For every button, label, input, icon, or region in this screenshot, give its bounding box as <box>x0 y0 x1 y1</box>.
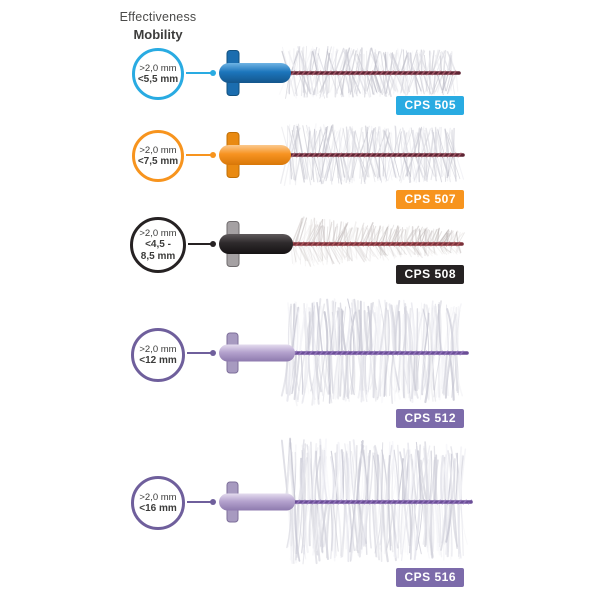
wire-group <box>283 70 461 76</box>
handle-group <box>219 332 295 374</box>
pointer-dot-icon <box>210 499 216 505</box>
product-badge-label: CPS 507 <box>404 192 456 206</box>
brush-illustration-cps507 <box>219 123 465 186</box>
size-min-label: >2,0 mm <box>139 343 177 355</box>
brush-illustration-cps508 <box>219 216 465 267</box>
size-circle-cps505: >2,0 mm <5,5 mm <box>132 48 184 100</box>
size-min-label: >2,0 mm <box>139 144 177 156</box>
size-circle-cps512: >2,0 mm <12 mm <box>131 328 185 382</box>
brush-illustration-cps516 <box>219 437 473 565</box>
handle-group <box>219 221 293 267</box>
handle-group <box>219 132 291 178</box>
size-max-label: <16 mm <box>139 502 177 514</box>
pointer-line <box>187 350 216 356</box>
bristles-group <box>280 437 468 565</box>
pointer-line <box>186 70 216 76</box>
size-max-label: <7,5 mm <box>137 155 179 167</box>
pointer-dot-icon <box>210 241 216 247</box>
size-max-label-2: 8,5 mm <box>140 250 176 262</box>
size-circle-cps508: >2,0 mm <4,5 - 8,5 mm <box>130 217 186 273</box>
product-badge-cps507: CPS 507 <box>396 190 464 209</box>
header-effectiveness: Effectiveness <box>119 10 197 24</box>
wire-group <box>287 241 464 247</box>
product-badge-cps505: CPS 505 <box>396 96 464 115</box>
pointer-dot-icon <box>210 152 216 158</box>
product-badge-cps516: CPS 516 <box>396 568 464 587</box>
header-mobility: Mobility <box>133 27 183 42</box>
product-badge-label: CPS 505 <box>404 98 456 112</box>
bristles-group <box>280 298 464 407</box>
size-max-label: <12 mm <box>139 354 177 366</box>
bristles-group <box>280 123 464 186</box>
brush-illustration-cps505 <box>219 45 461 99</box>
product-badge-cps512: CPS 512 <box>396 409 464 428</box>
pointer-dot-icon <box>210 350 216 356</box>
bristles-group <box>278 45 459 99</box>
pointer-dot-icon <box>210 70 216 76</box>
pointer-line <box>188 241 216 247</box>
size-max-label: <4,5 - <box>145 238 171 250</box>
pointer-line <box>187 499 216 505</box>
size-min-label: >2,0 mm <box>139 227 177 239</box>
size-circle-cps516: >2,0 mm <16 mm <box>131 476 185 530</box>
size-circle-cps507: >2,0 mm <7,5 mm <box>132 130 184 182</box>
size-min-label: >2,0 mm <box>139 491 177 503</box>
product-badge-label: CPS 508 <box>404 267 456 281</box>
wire-group <box>283 152 465 158</box>
size-min-label: >2,0 mm <box>139 62 177 74</box>
handle-group <box>219 50 291 96</box>
product-badge-cps508: CPS 508 <box>396 265 464 284</box>
column-header: Effectiveness Mobility <box>58 10 258 42</box>
product-badge-label: CPS 512 <box>404 411 456 425</box>
product-badge-label: CPS 516 <box>404 570 456 584</box>
pointer-line <box>186 152 216 158</box>
bristles-group <box>290 216 465 267</box>
wire-group <box>285 350 469 356</box>
brush-illustration-cps512 <box>219 298 469 407</box>
wire-group <box>283 499 473 505</box>
handle-group <box>219 481 295 523</box>
size-max-label: <5,5 mm <box>137 73 179 85</box>
